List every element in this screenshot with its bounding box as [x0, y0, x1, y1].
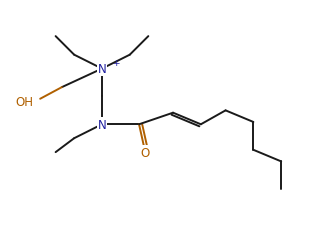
- Text: N: N: [98, 63, 106, 76]
- Text: O: O: [141, 146, 150, 159]
- Text: OH: OH: [16, 95, 34, 108]
- Text: +: +: [112, 59, 120, 68]
- Text: N: N: [98, 118, 106, 131]
